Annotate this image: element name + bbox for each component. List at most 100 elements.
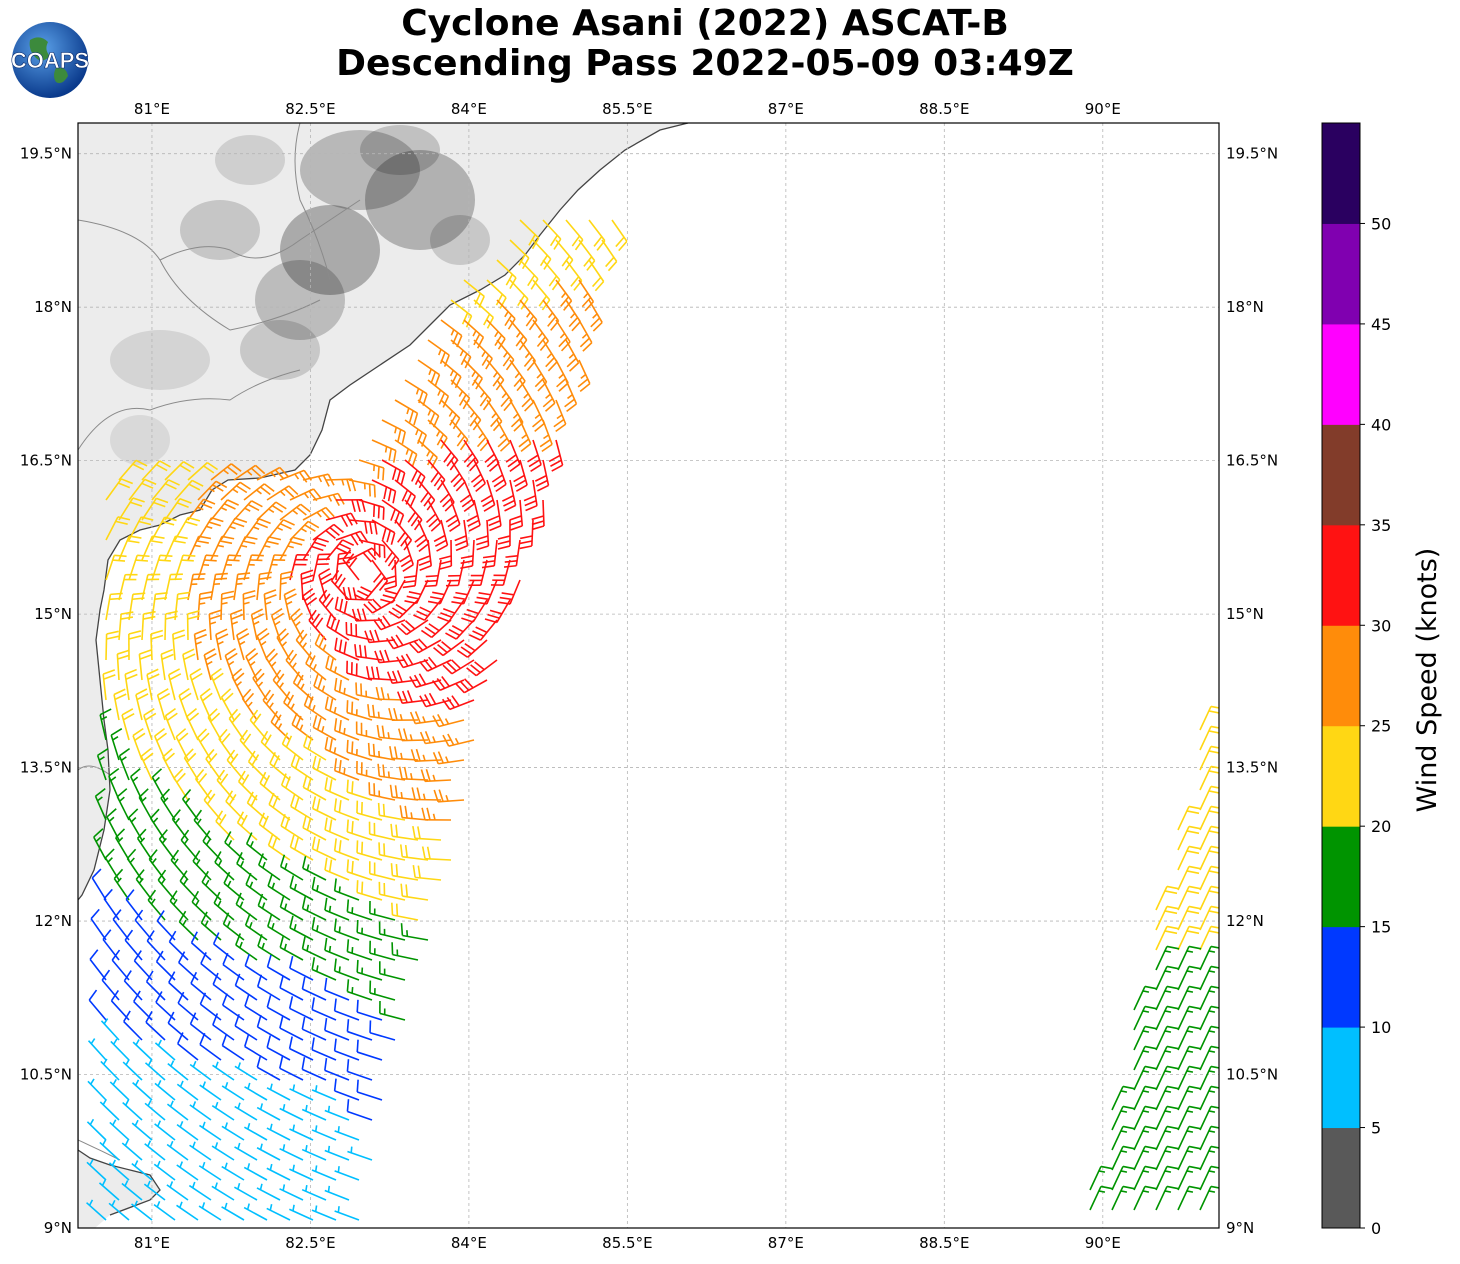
- wind-barb: [303, 734, 327, 761]
- wind-barb: [146, 930, 166, 961]
- wind-barb: [1133, 1005, 1158, 1031]
- wind-barb: [378, 881, 406, 901]
- wind-barb: [197, 554, 219, 581]
- wind-barb: [519, 339, 536, 372]
- wind-barb: [1133, 1025, 1158, 1051]
- wind-barb: [409, 638, 442, 654]
- wind-barb: [1155, 1085, 1180, 1111]
- wind-barb: [399, 844, 429, 861]
- wind-barb: [1177, 1005, 1202, 1031]
- wind-barb: [242, 589, 256, 621]
- wind-barb: [311, 997, 337, 1021]
- colorbar-segment: [1322, 725, 1360, 827]
- wind-barb: [378, 961, 406, 981]
- lat-tick-label-right: 18°N: [1226, 298, 1264, 316]
- wind-barb: [167, 1060, 189, 1081]
- terrain-shade-9: [240, 320, 320, 380]
- wind-barb: [187, 461, 219, 481]
- wind-barb: [135, 688, 149, 721]
- wind-barb: [1155, 925, 1180, 951]
- wind-barb: [288, 1036, 314, 1061]
- wind-barb: [140, 748, 154, 781]
- state-border-2: [294, 123, 331, 281]
- lat-tick-label-left: 13.5°N: [20, 759, 72, 777]
- colorbar-segment: [1322, 123, 1360, 224]
- wind-barb: [1111, 1085, 1136, 1111]
- wind-barb: [419, 656, 452, 672]
- wind-barb: [412, 825, 442, 841]
- wind-barb: [176, 1161, 199, 1181]
- wind-barb: [263, 589, 277, 621]
- wind-barb: [279, 1104, 304, 1121]
- wind-barb: [138, 788, 153, 821]
- wind-barb: [466, 659, 498, 677]
- wind-barb: [192, 850, 212, 881]
- wind-barb: [211, 1101, 235, 1121]
- lon-tick-label-top: 85.5°E: [602, 100, 652, 118]
- wind-barb: [244, 913, 268, 941]
- wind-barb: [459, 479, 475, 513]
- wind-barb: [564, 379, 578, 413]
- wind-barb: [509, 499, 524, 531]
- wind-barb: [346, 1099, 373, 1121]
- wind-barb: [144, 1059, 166, 1081]
- wind-barb: [132, 1039, 153, 1061]
- wind-barb: [210, 572, 228, 601]
- wind-barb: [171, 809, 189, 841]
- wind-barb: [148, 849, 166, 881]
- wind-barb: [1177, 885, 1202, 911]
- wind-barb: [279, 894, 304, 921]
- colorbar-tick-label: 10: [1371, 1018, 1391, 1037]
- wind-barb: [256, 571, 273, 601]
- wind-barb: [250, 608, 265, 641]
- wind-barb: [409, 673, 442, 688]
- wind-barb: [266, 1123, 291, 1141]
- wind-barb: [211, 1182, 235, 1201]
- wind-barb: [1177, 925, 1202, 951]
- wind-barb: [266, 954, 291, 981]
- wind-barb: [162, 748, 176, 781]
- wind-barb: [364, 629, 396, 644]
- wind-barb: [390, 863, 419, 881]
- wind-barb: [288, 996, 314, 1021]
- wind-barb: [243, 1034, 268, 1061]
- wind-barb: [224, 831, 245, 861]
- wind-barb: [199, 1032, 222, 1061]
- wind-barb: [333, 798, 360, 821]
- wind-barb: [266, 995, 291, 1021]
- colorbar-segment: [1322, 524, 1360, 626]
- wind-barb: [450, 459, 466, 492]
- wind-barb: [276, 628, 291, 661]
- wind-barb: [153, 1160, 176, 1181]
- wind-barb: [189, 1012, 212, 1041]
- wind-barb: [413, 599, 442, 621]
- wind-barb: [519, 259, 539, 290]
- wind-barb: [1133, 1045, 1158, 1071]
- wind-barb: [279, 536, 305, 561]
- wind-barb: [289, 1084, 314, 1101]
- terrain-shade-1: [365, 150, 475, 250]
- wind-barb: [1222, 786, 1245, 810]
- wind-barb: [265, 648, 281, 681]
- wind-barb: [199, 992, 222, 1021]
- wind-barb: [324, 1185, 350, 1201]
- wind-barb: [110, 728, 123, 761]
- wind-barb: [189, 1101, 212, 1121]
- wind-barb: [174, 479, 204, 501]
- wind-barb: [93, 828, 107, 861]
- wind-barb: [381, 459, 406, 485]
- wind-barb: [1177, 825, 1202, 851]
- wind-barb: [1155, 905, 1180, 931]
- wind-barb: [221, 1081, 245, 1101]
- wind-barb: [258, 853, 281, 881]
- wind-barb: [532, 319, 549, 352]
- wind-barb: [611, 219, 628, 252]
- wind-barb: [267, 874, 291, 901]
- wind-barb: [1222, 1146, 1245, 1170]
- wind-barb: [187, 498, 216, 521]
- wind-barb: [302, 775, 327, 801]
- wind-barb: [266, 554, 287, 581]
- wind-barb: [256, 1014, 281, 1041]
- lat-tick-label-right: 12°N: [1226, 912, 1264, 930]
- wind-barb: [100, 1058, 120, 1081]
